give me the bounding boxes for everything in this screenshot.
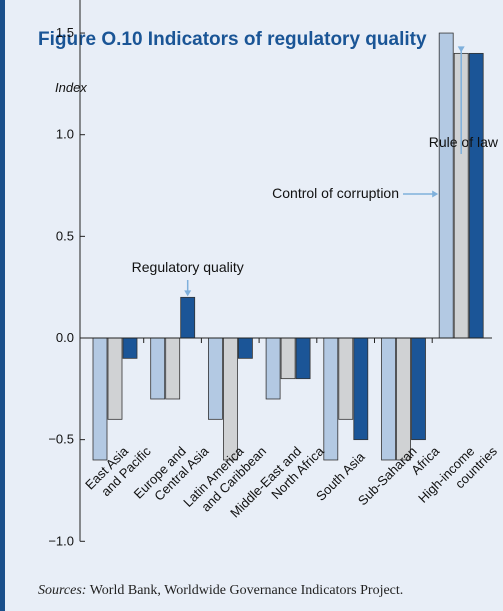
bar xyxy=(381,337,396,461)
bar xyxy=(180,296,196,339)
annotation-arrowhead xyxy=(457,46,465,53)
bar xyxy=(438,32,454,339)
bar xyxy=(323,337,339,461)
bar xyxy=(92,337,108,461)
bar xyxy=(165,337,181,400)
annotation-arrowhead xyxy=(432,190,439,198)
bar xyxy=(107,337,123,420)
bar xyxy=(265,337,281,400)
bar xyxy=(280,337,296,380)
category-label: Middle-East andNorth Africa xyxy=(227,432,327,532)
y-tick-label: 0.5 xyxy=(56,228,74,243)
bar xyxy=(295,337,311,380)
y-tick-label: 0.0 xyxy=(56,330,74,345)
bar xyxy=(150,337,166,400)
annotation-control-of-corruption: Control of corruption xyxy=(272,185,399,201)
bar xyxy=(338,337,354,420)
bar xyxy=(122,337,138,359)
bar xyxy=(411,337,426,441)
bar xyxy=(468,52,484,339)
bar xyxy=(353,337,369,441)
bar xyxy=(222,337,238,461)
y-tick-label: 1.5 xyxy=(56,25,74,40)
y-axis-label: Index xyxy=(55,80,87,95)
bar-chart: Index−1.0−0.50.00.51.01.52.0East Asiaand… xyxy=(48,0,500,548)
source-note: Sources: World Bank, Worldwide Governanc… xyxy=(38,583,403,599)
source-text: World Bank, Worldwide Governance Indicat… xyxy=(89,583,404,598)
bar xyxy=(207,337,223,420)
figure-title: Figure O.10 Indicators of regulatory qua… xyxy=(38,29,427,50)
bar xyxy=(396,337,411,461)
annotation-rule-of-law: Rule of law xyxy=(429,134,499,150)
bar xyxy=(237,337,253,359)
source-label: Sources: xyxy=(38,583,87,598)
y-tick-label: −0.5 xyxy=(48,432,74,447)
annotation-regulatory-quality: Regulatory quality xyxy=(132,259,244,275)
y-tick-label: 1.0 xyxy=(56,127,74,142)
annotation-arrowhead xyxy=(184,290,192,297)
y-tick-label: −1.0 xyxy=(48,533,74,548)
category-label: High-incomecountries xyxy=(415,432,500,517)
